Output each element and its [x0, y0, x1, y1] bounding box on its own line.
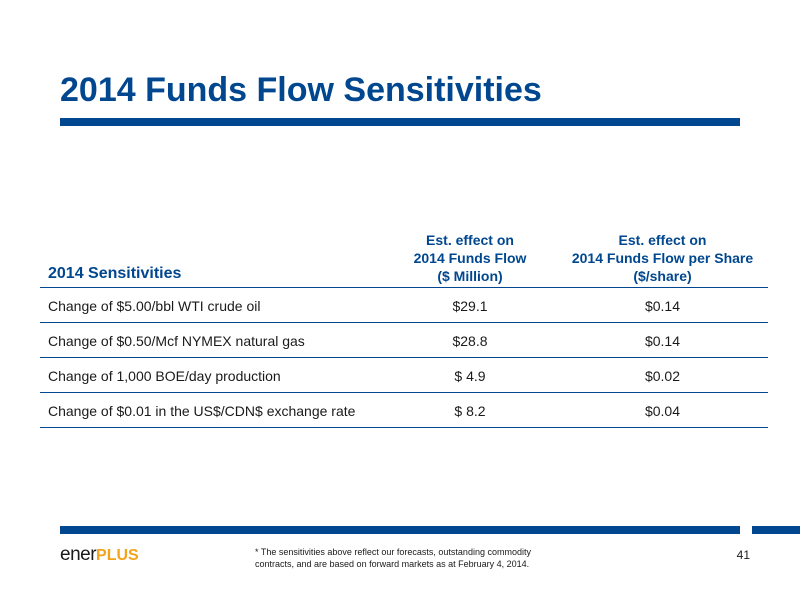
table-row: Change of 1,000 BOE/day production $ 4.9… [40, 358, 768, 393]
column-header-line: ($/share) [633, 268, 692, 284]
table-header-row: 2014 Sensitivities Est. effect on 2014 F… [40, 230, 768, 288]
per-share-value: $0.02 [644, 368, 681, 384]
column-header-line: ($ Million) [437, 268, 503, 284]
column-header-funds-flow: Est. effect on 2014 Funds Flow ($ Millio… [385, 231, 555, 285]
funds-flow-value: $ 8.2 [454, 403, 486, 419]
per-share-value: $0.14 [644, 298, 681, 314]
column-header-line: 2014 Funds Flow [413, 250, 527, 266]
funds-flow-value: $29.1 [452, 298, 488, 314]
footnote-line: * The sensitivities above reflect our fo… [255, 547, 531, 557]
footer-divider-tail [752, 526, 800, 534]
enerplus-logo: enerPLUS [60, 544, 139, 566]
per-share-value: $0.04 [644, 403, 681, 419]
title-divider [60, 118, 740, 126]
table-row: Change of $5.00/bbl WTI crude oil $29.1 … [40, 288, 768, 323]
footnote: * The sensitivities above reflect our fo… [255, 546, 585, 570]
row-header-label: 2014 Sensitivities [48, 265, 182, 282]
per-share-value: $0.14 [644, 333, 681, 349]
row-label: Change of $0.01 in the US$/CDN$ exchange… [48, 403, 356, 419]
table-row: Change of $0.50/Mcf NYMEX natural gas $2… [40, 323, 768, 358]
page-number: 41 [736, 548, 750, 562]
footnote-line: contracts, and are based on forward mark… [255, 559, 530, 569]
table-row: Change of $0.01 in the US$/CDN$ exchange… [40, 393, 768, 428]
logo-text-plus: PLUS [96, 547, 139, 564]
column-header-line: Est. effect on [618, 232, 707, 248]
row-label: Change of $0.50/Mcf NYMEX natural gas [48, 333, 305, 349]
funds-flow-value: $28.8 [452, 333, 488, 349]
column-header-line: 2014 Funds Flow per Share [571, 250, 754, 266]
footer-divider [60, 526, 740, 534]
logo-text-ener: ener [60, 544, 97, 565]
row-label: Change of $5.00/bbl WTI crude oil [48, 298, 261, 314]
column-header-per-share: Est. effect on 2014 Funds Flow per Share… [565, 231, 760, 285]
page-title: 2014 Funds Flow Sensitivities [60, 71, 542, 109]
row-label: Change of 1,000 BOE/day production [48, 368, 281, 384]
column-header-line: Est. effect on [426, 232, 514, 248]
funds-flow-value: $ 4.9 [454, 368, 486, 384]
